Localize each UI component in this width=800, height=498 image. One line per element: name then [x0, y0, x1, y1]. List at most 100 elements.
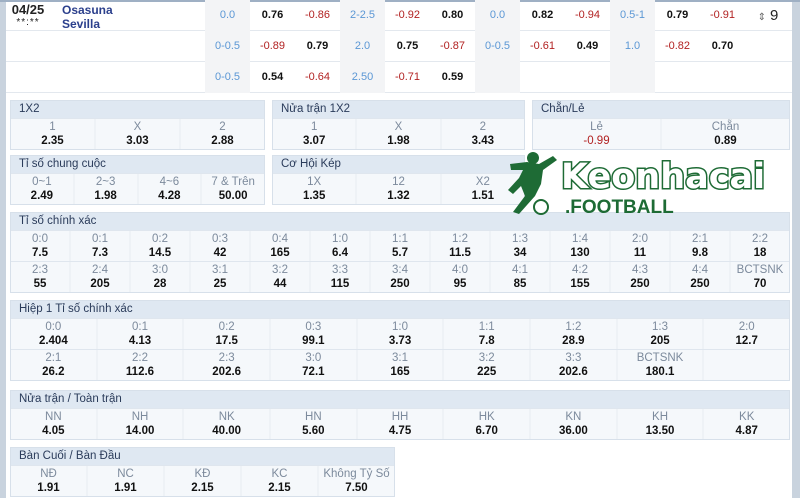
odds-cell[interactable]: 3:2 44: [251, 262, 311, 292]
odds-cell[interactable]: Lẻ -0.99: [533, 119, 662, 149]
teams[interactable]: Osasuna Sevilla: [62, 3, 113, 31]
handicap-line[interactable]: 0.5-1: [610, 0, 655, 31]
odds-value[interactable]: 28: [153, 278, 167, 290]
odds-cell[interactable]: 1 3.07: [273, 119, 358, 149]
odds-value[interactable]: 11.5: [449, 247, 471, 259]
odds-value[interactable]: 0.75: [396, 40, 419, 52]
odds-value[interactable]: 205: [90, 278, 110, 290]
odds-value[interactable]: -0.64: [304, 71, 331, 83]
odds-value[interactable]: 34: [513, 247, 527, 259]
odds-cell[interactable]: 2 3.43: [441, 119, 524, 149]
odds-cell[interactable]: 12 1.32: [357, 174, 442, 204]
odds-value[interactable]: 115: [330, 278, 350, 290]
odds-value[interactable]: 1.32: [387, 190, 410, 202]
odds-value[interactable]: 2.15: [191, 482, 214, 494]
odds-cell[interactable]: 2:0 11: [611, 231, 671, 261]
odds-cell[interactable]: 2:2 112.6: [97, 350, 185, 380]
odds-cell[interactable]: 2:3 202.6: [184, 350, 272, 380]
odds-value[interactable]: 36.00: [558, 425, 588, 437]
odds-cell[interactable]: 7 & Trên 50.00: [202, 174, 264, 204]
odds-cell[interactable]: 2:1 26.2: [11, 350, 98, 380]
odds-value[interactable]: 0.59: [441, 71, 464, 83]
odds-value[interactable]: 26.2: [42, 366, 65, 378]
odds-cell[interactable]: Chẵn 0.89: [662, 119, 789, 149]
odds-value[interactable]: 7.5: [32, 247, 48, 259]
odds-value[interactable]: -0.91: [709, 9, 736, 21]
odds-value[interactable]: 0.54: [261, 71, 284, 83]
odds-cell[interactable]: BCTSNK 180.1: [617, 350, 705, 380]
odds-cell[interactable]: NC 1.91: [88, 466, 165, 496]
odds-value[interactable]: 12.7: [735, 335, 758, 347]
odds-cell[interactable]: 3:2 225: [444, 350, 532, 380]
odds-value[interactable]: 13.50: [645, 425, 675, 437]
odds-value[interactable]: 165: [390, 366, 410, 378]
odds-cell[interactable]: 0:0 2.404: [11, 319, 98, 349]
odds-cell[interactable]: 1:2 28.9: [531, 319, 618, 349]
odds-cell[interactable]: 4:0 95: [431, 262, 491, 292]
odds-value[interactable]: 95: [453, 278, 467, 290]
odds-cell[interactable]: 3:3 202.6: [531, 350, 618, 380]
odds-cell[interactable]: 0~1 2.49: [11, 174, 75, 204]
odds-cell[interactable]: 2:1 9.8: [671, 231, 731, 261]
odds-value[interactable]: -0.86: [304, 9, 331, 21]
odds-cell[interactable]: 1:3 34: [491, 231, 551, 261]
odds-cell[interactable]: 0:4 165: [251, 231, 311, 261]
odds-value[interactable]: 28.9: [562, 335, 585, 347]
odds-value[interactable]: -0.99: [583, 135, 610, 147]
odds-value[interactable]: 2.15: [268, 482, 291, 494]
odds-cell[interactable]: NN 4.05: [11, 409, 98, 439]
odds-cell[interactable]: 0:1 7.3: [71, 231, 131, 261]
odds-value[interactable]: 112.6: [125, 366, 155, 378]
odds-cell[interactable]: 3:0 28: [131, 262, 191, 292]
odds-value[interactable]: 0.80: [441, 9, 464, 21]
odds-cell[interactable]: 0:2 14.5: [131, 231, 191, 261]
odds-cell[interactable]: 0:3 42: [191, 231, 251, 261]
odds-value[interactable]: 4.28: [158, 190, 181, 202]
odds-cell[interactable]: KK 4.87: [704, 409, 790, 439]
odds-cell[interactable]: 0:0 7.5: [11, 231, 71, 261]
odds-value[interactable]: 25: [213, 278, 227, 290]
odds-value[interactable]: 44: [273, 278, 287, 290]
odds-value[interactable]: 205: [650, 335, 670, 347]
odds-cell[interactable]: KĐ 2.15: [165, 466, 242, 496]
odds-cell[interactable]: 1:2 11.5: [431, 231, 491, 261]
odds-value[interactable]: 2.49: [30, 190, 54, 202]
odds-cell[interactable]: 1:4 130: [551, 231, 611, 261]
odds-cell[interactable]: 0:3 99.1: [271, 319, 358, 349]
odds-cell[interactable]: 3:1 165: [357, 350, 445, 380]
odds-cell[interactable]: NH 14.00: [97, 409, 185, 439]
odds-value[interactable]: 3.07: [302, 135, 326, 147]
odds-value[interactable]: 4.75: [388, 425, 412, 437]
odds-value[interactable]: 5.60: [302, 425, 325, 437]
odds-cell[interactable]: 2~3 1.98: [74, 174, 139, 204]
odds-cell[interactable]: KN 36.00: [531, 409, 618, 439]
odds-cell[interactable]: 1 2.35: [11, 119, 96, 149]
odds-cell[interactable]: KC 2.15: [242, 466, 319, 496]
odds-cell[interactable]: NK 40.00: [184, 409, 272, 439]
odds-cell[interactable]: KH 13.50: [617, 409, 705, 439]
odds-value[interactable]: 18: [753, 247, 767, 259]
odds-cell[interactable]: X 3.03: [96, 119, 181, 149]
odds-value[interactable]: 40.00: [212, 425, 242, 437]
handicap-line[interactable]: 2.50: [340, 62, 385, 93]
odds-value[interactable]: 0.82: [531, 9, 554, 21]
odds-cell[interactable]: HN 5.60: [271, 409, 358, 439]
odds-cell[interactable]: 4:3 250: [611, 262, 671, 292]
odds-cell[interactable]: 3:0 72.1: [271, 350, 358, 380]
odds-cell[interactable]: 2:4 205: [71, 262, 131, 292]
odds-value[interactable]: 0.70: [711, 40, 734, 52]
odds-value[interactable]: 130: [570, 247, 590, 259]
odds-value[interactable]: 6.4: [332, 247, 348, 259]
odds-cell[interactable]: 4:2 155: [551, 262, 611, 292]
odds-cell[interactable]: 4~6 4.28: [138, 174, 203, 204]
handicap-line[interactable]: 0-0.5: [475, 31, 520, 62]
odds-value[interactable]: 250: [690, 278, 710, 290]
odds-cell[interactable]: 2:3 55: [11, 262, 71, 292]
odds-value[interactable]: 2.88: [211, 135, 234, 147]
odds-value[interactable]: 155: [570, 278, 590, 290]
handicap-line[interactable]: 2-2.5: [340, 0, 385, 31]
odds-cell[interactable]: X 1.98: [357, 119, 442, 149]
odds-value[interactable]: 11: [633, 247, 647, 259]
odds-cell[interactable]: Không Tỷ Số 7.50: [319, 466, 394, 496]
odds-cell[interactable]: 2:2 18: [731, 231, 789, 261]
